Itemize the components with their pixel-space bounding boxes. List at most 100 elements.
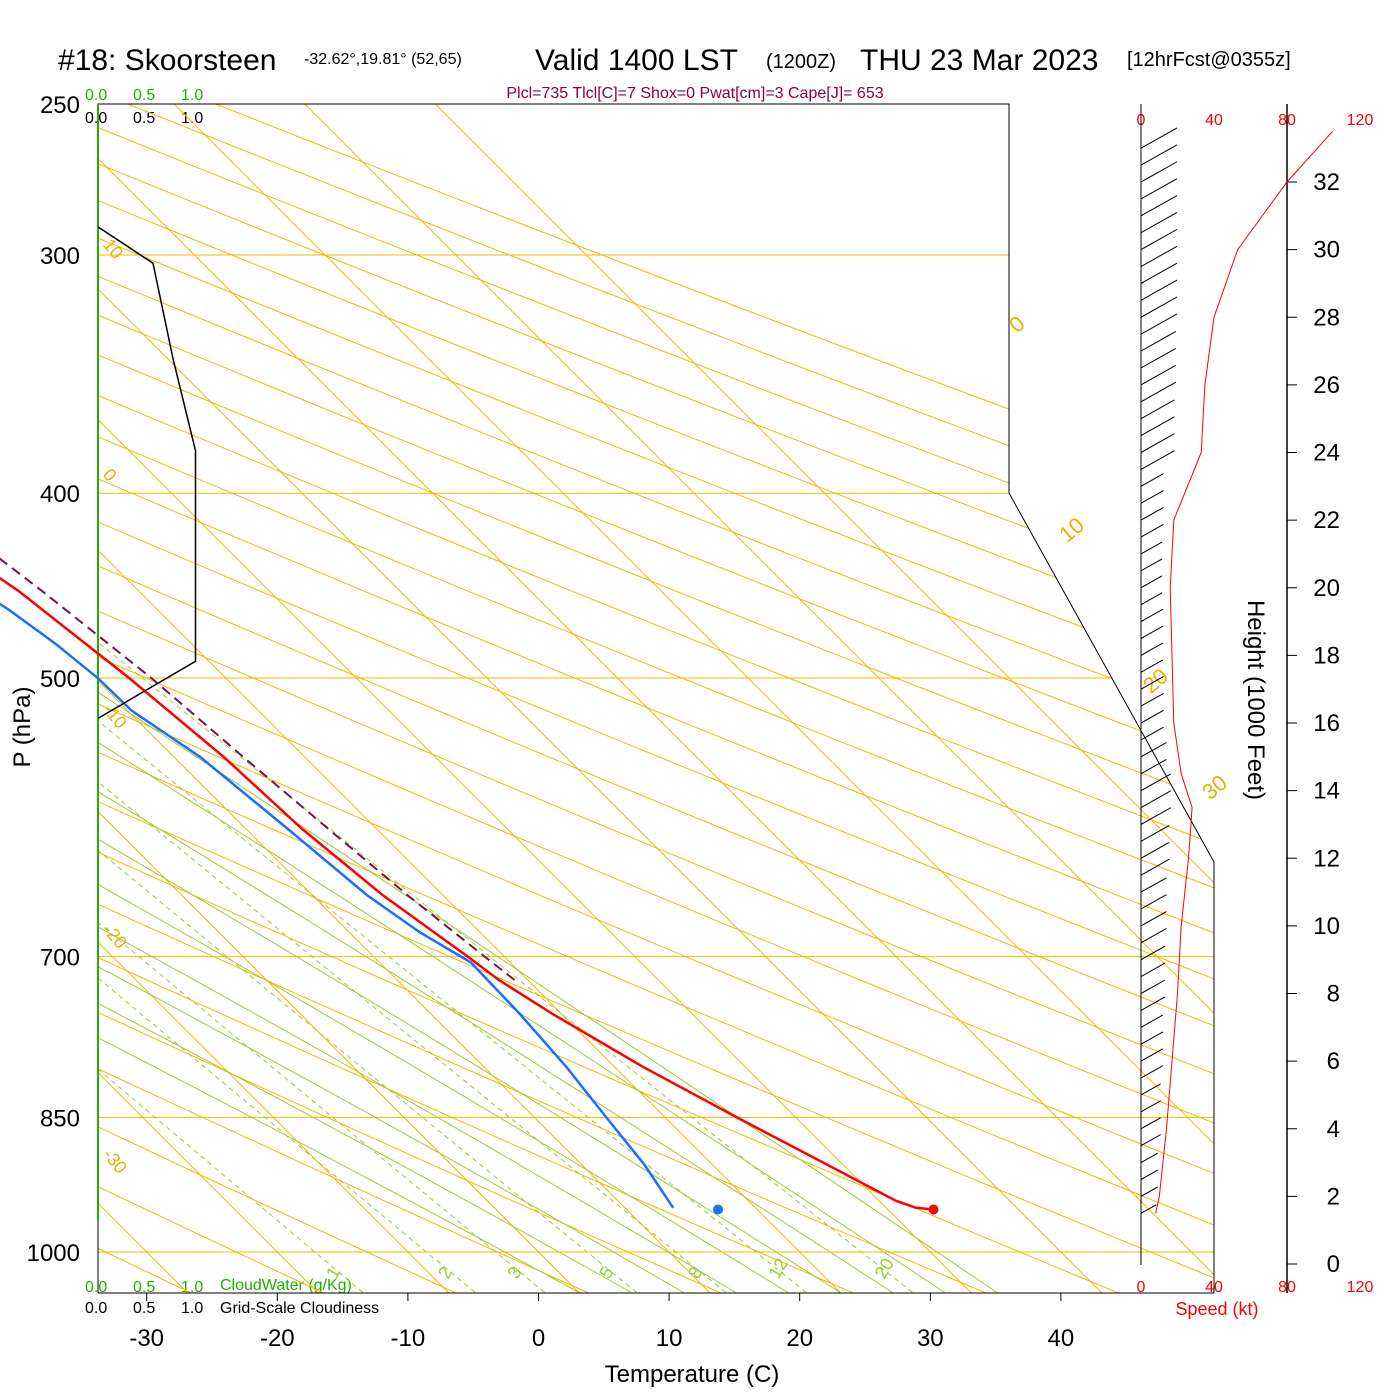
dry-adiabat-line [98, 104, 1214, 1293]
wind-barb [1140, 726, 1164, 741]
wind-barb [1140, 790, 1172, 808]
speed-tick-label: 0 [1137, 1279, 1146, 1296]
isotherm-line [173, 104, 1214, 1293]
mixing-ratio-line [98, 492, 727, 1293]
y-axis-label: P (hPa) [9, 687, 36, 768]
wind-barb [1140, 178, 1178, 200]
height-tick-label: 24 [1313, 440, 1340, 467]
wind-barb [1140, 608, 1164, 622]
wind-barb [1140, 709, 1164, 724]
dry-adiabat-line [98, 104, 1214, 1293]
isotherm-line [98, 104, 711, 1293]
wind-barb [1140, 1169, 1159, 1180]
moist-adiabat-line [98, 104, 684, 1293]
wind-panel: 0246810121416182022242628303200404080801… [1137, 104, 1374, 1296]
wind-barb [1140, 858, 1170, 876]
height-tick-label: 28 [1313, 304, 1340, 331]
cloudwater-top-ticks: 0.0 0.5 1.0 [85, 87, 203, 104]
isotherm-label: 10 [99, 235, 127, 263]
wind-barb [1140, 195, 1178, 217]
dry-adiabat-line [98, 104, 809, 1293]
speed-tick-label: 120 [1347, 1279, 1374, 1296]
mixing-ratio-line [98, 492, 476, 1293]
cloudwater-tick: 0.5 [133, 1279, 155, 1296]
plot-frame [97, 103, 1215, 1294]
wind-barb [1140, 347, 1177, 369]
cloudiness-line [97, 226, 197, 720]
height-tick-label: 26 [1313, 372, 1340, 399]
height-tick-label: 18 [1313, 642, 1340, 669]
wind-barb [1140, 473, 1164, 487]
mixing-ratio-label: 2 [434, 1263, 456, 1282]
wind-barb [1140, 841, 1170, 859]
cloudiness-tick: 1.0 [181, 110, 203, 127]
wind-barb [1140, 979, 1166, 994]
isotherm-line [434, 104, 1214, 1293]
wind-barb [1140, 877, 1167, 893]
mixing-ratio-label: 8 [684, 1263, 706, 1282]
speed-tick-label: 120 [1347, 112, 1374, 129]
dry-adiabat-line [130, 104, 1214, 1293]
cloudiness-top-ticks: 0.0 0.5 1.0 [85, 110, 203, 127]
wind-barb [1140, 1031, 1164, 1045]
dry-adiabat-line [98, 104, 1214, 1293]
pressure-tick-label: 250 [40, 92, 80, 119]
wind-barb [1140, 523, 1164, 538]
wind-barb [1140, 506, 1164, 521]
moist-adiabat-line [98, 104, 580, 1293]
wind-barb [1140, 416, 1175, 437]
temperature-tick-label: 20 [786, 1325, 813, 1352]
wind-barb [1140, 911, 1167, 927]
moist-adiabat-line [98, 104, 736, 1293]
surface-temperature-dot [928, 1204, 939, 1215]
cloudiness-tick: 0.0 [85, 110, 107, 127]
wind-barb [1140, 945, 1166, 961]
plot-border [97, 103, 1215, 1294]
cloudiness-tick: 1.0 [181, 1300, 203, 1317]
dry-adiabat-line [98, 104, 1214, 1293]
height-tick-label: 10 [1313, 913, 1340, 940]
wind-barb [1140, 279, 1178, 301]
isotherm-line [98, 104, 580, 1293]
speed-tick-label: 40 [1205, 112, 1223, 129]
isotherm-line [98, 104, 319, 1293]
dry-adiabat-label: 10 [1054, 512, 1089, 547]
wind-barb [1140, 1048, 1164, 1062]
wind-barb [1140, 399, 1175, 420]
height-tick-label: 6 [1327, 1048, 1340, 1075]
cloudiness-label: Grid-Scale Cloudiness [220, 1300, 379, 1317]
station-title: #18: Skoorsteen [58, 44, 276, 77]
dry-adiabat-line [98, 104, 1214, 1293]
moist-adiabat-line [98, 104, 789, 1293]
wind-barb [1140, 541, 1163, 555]
cloudiness-tick: 0.5 [133, 1300, 155, 1317]
height-tick-label: 0 [1327, 1251, 1340, 1278]
pressure-tick-label: 700 [40, 945, 80, 972]
moist-adiabat-line [98, 104, 945, 1293]
speed-tick-label: 80 [1278, 1279, 1296, 1296]
height-axis-label: Height (1000 Feet) [1242, 600, 1269, 800]
wind-barb [1140, 592, 1163, 606]
dry-adiabat-line [98, 104, 1214, 1293]
isotherm-line [304, 104, 1214, 1293]
wind-barb [1140, 659, 1164, 673]
mixing-ratio-line [98, 492, 913, 1293]
dry-adiabat-line [98, 104, 406, 1293]
wind-barb [1140, 450, 1175, 470]
wind-barb [1140, 773, 1172, 792]
height-tick-label: 16 [1313, 710, 1340, 737]
temperature-tick-label: 30 [917, 1325, 944, 1352]
height-tick-label: 12 [1313, 845, 1340, 872]
moist-adiabat-line [98, 104, 998, 1293]
dry-adiabat-line [98, 104, 1214, 1293]
dry-adiabat-line [98, 104, 540, 1293]
wind-barb [1140, 824, 1170, 842]
dewpoint-line [0, 602, 675, 1209]
wind-barb [1140, 127, 1178, 149]
height-tick-label: 2 [1327, 1183, 1340, 1210]
cloudwater-tick: 1.0 [181, 87, 203, 104]
mixing-ratio-label: 3 [503, 1263, 525, 1282]
height-tick-label: 4 [1327, 1116, 1340, 1143]
wind-barb [1140, 331, 1177, 352]
